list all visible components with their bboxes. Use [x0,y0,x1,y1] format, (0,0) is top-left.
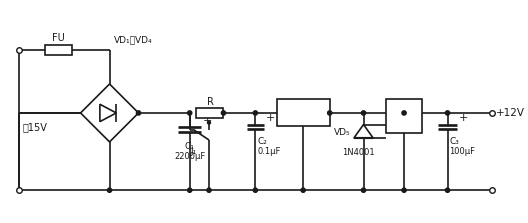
Circle shape [187,188,192,192]
Circle shape [446,111,450,115]
Text: VD₁～VD₄: VD₁～VD₄ [115,35,153,44]
Circle shape [221,111,225,115]
Circle shape [361,111,365,115]
Circle shape [446,188,450,192]
Text: +: + [203,116,213,126]
Bar [277,99,329,126]
Text: VD₅: VD₅ [334,128,351,137]
Circle shape [207,188,211,192]
Circle shape [253,188,258,192]
Text: +12V: +12V [496,108,525,118]
Text: C₁: C₁ [185,142,195,151]
Text: 1N4001: 1N4001 [342,148,375,157]
Circle shape [187,111,192,115]
Text: 0.1μF: 0.1μF [257,147,281,156]
Text: 7812: 7812 [289,108,317,118]
Text: C₃: C₃ [449,137,459,146]
Text: C₂: C₂ [257,137,267,146]
Circle shape [361,188,365,192]
Bar [386,99,422,133]
Circle shape [107,188,111,192]
Bar [45,45,72,55]
Bar [196,108,223,118]
Circle shape [402,111,406,115]
Text: R: R [206,97,213,107]
Text: J: J [402,109,406,122]
Text: 2200μF: 2200μF [174,152,205,161]
Text: FU: FU [52,33,65,43]
Circle shape [301,188,305,192]
Circle shape [136,111,140,115]
Circle shape [402,188,406,192]
Text: ～15V: ～15V [23,122,48,132]
Circle shape [327,111,332,115]
Text: J₁: J₁ [191,147,197,156]
Text: +: + [266,113,275,123]
Circle shape [253,111,258,115]
Text: +: + [459,113,468,123]
Text: 100μF: 100μF [449,147,475,156]
Circle shape [208,121,211,124]
